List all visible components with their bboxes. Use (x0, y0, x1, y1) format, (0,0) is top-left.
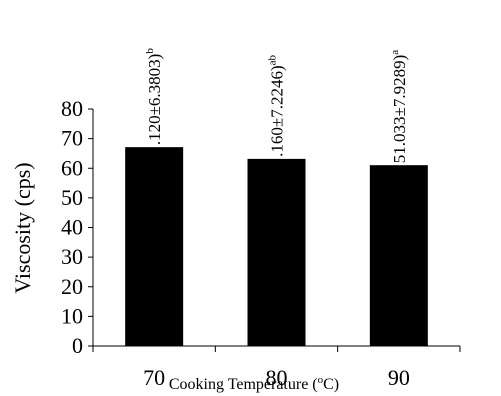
data-label-value: .120±6.3803) (145, 54, 164, 146)
bar-80 (247, 158, 306, 346)
data-label-90: 51.033±7.9289)a (389, 50, 409, 164)
y-tick-label: 70 (61, 126, 83, 151)
x-axis-title-main: Cooking Temperature ( (169, 376, 318, 393)
y-tick-label: 30 (61, 244, 83, 269)
x-axis-title-sup: o (318, 374, 324, 386)
y-tick-label: 10 (61, 303, 83, 328)
data-label-value: 51.033±7.9289) (390, 55, 409, 164)
x-axis-title-end: C) (323, 376, 339, 393)
x-axis-title: Cooking Temperature (oC) (169, 374, 339, 393)
data-labels: .120±6.3803)b.160±7.2246)ab 51.033±7.9289… (144, 48, 409, 164)
data-label-significance: ab (267, 55, 279, 66)
x-tick-label: 70 (143, 365, 165, 390)
x-tick-label: 90 (388, 365, 410, 390)
y-tick-label: 60 (61, 155, 83, 180)
data-label-80: .160±7.2246)ab (267, 55, 287, 157)
y-tick-label: 50 (61, 185, 83, 210)
data-label-significance: a (389, 50, 401, 55)
y-axis: 0 10 20 30 40 50 60 70 80 (61, 96, 94, 358)
x-tick-label: 80 (266, 365, 288, 390)
bar-70 (125, 147, 184, 346)
bars (125, 147, 428, 346)
y-tick-label: 80 (61, 96, 83, 121)
y-tick-label: 0 (72, 333, 83, 358)
y-tick-label: 40 (61, 215, 83, 240)
data-label-70: .120±6.3803)b (144, 48, 164, 146)
bar-90 (369, 165, 428, 346)
y-axis-title: Viscosity (cps) (10, 162, 35, 293)
y-tick-label: 20 (61, 274, 83, 299)
data-label-value: .160±7.2246) (268, 65, 287, 157)
data-label-significance: b (144, 48, 156, 54)
